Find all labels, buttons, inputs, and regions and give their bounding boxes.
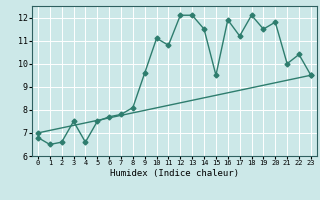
X-axis label: Humidex (Indice chaleur): Humidex (Indice chaleur) — [110, 169, 239, 178]
